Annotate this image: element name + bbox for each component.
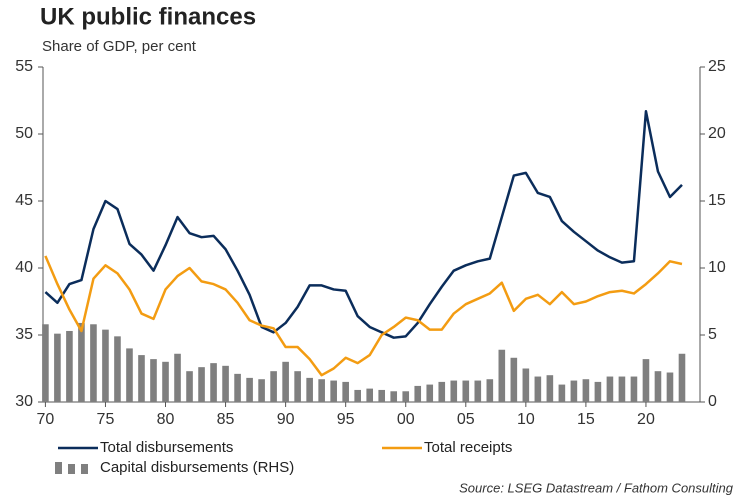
bar	[438, 381, 446, 402]
bar	[150, 359, 157, 402]
bar	[570, 380, 578, 402]
legend-label: Capital disbursements (RHS)	[100, 459, 294, 476]
bar	[90, 324, 97, 402]
bar	[294, 371, 301, 402]
x-tick-label: 20	[637, 411, 655, 428]
bar	[78, 322, 85, 402]
bar	[498, 349, 506, 402]
bar	[270, 371, 277, 402]
x-tick-label: 15	[577, 411, 595, 428]
bar	[678, 353, 686, 402]
bar	[306, 377, 313, 402]
y-tick-label: 55	[15, 58, 33, 75]
line-series	[44, 109, 683, 339]
bar	[330, 380, 337, 402]
bar	[414, 385, 422, 402]
y-tick-label: 40	[15, 259, 33, 276]
bar	[366, 388, 374, 402]
y-tick-label: 45	[15, 192, 33, 209]
x-tick-label: 00	[397, 411, 415, 428]
bar	[546, 375, 554, 402]
y2-tick-label: 0	[708, 393, 717, 410]
bar	[666, 372, 674, 402]
bar	[234, 373, 241, 402]
bar	[642, 359, 650, 402]
bar	[534, 376, 542, 402]
y2-tick-label: 25	[708, 58, 726, 75]
bar	[390, 391, 398, 402]
x-tick-label: 95	[337, 411, 355, 428]
legend-swatch	[68, 464, 75, 474]
bar	[210, 363, 217, 402]
bar	[378, 389, 386, 402]
x-tick-label: 80	[157, 411, 175, 428]
bar	[138, 355, 145, 402]
bar	[462, 380, 470, 402]
chart-subtitle: Share of GDP, per cent	[42, 38, 197, 55]
bar	[450, 380, 458, 402]
y-tick-label: 35	[15, 326, 33, 343]
line-series	[44, 255, 683, 377]
bar	[42, 324, 49, 402]
x-tick-label: 10	[517, 411, 535, 428]
bar	[66, 330, 73, 402]
y2-tick-label: 20	[708, 125, 726, 142]
bar	[126, 348, 133, 402]
legend-label: Total receipts	[424, 439, 512, 456]
bar	[522, 368, 530, 402]
x-tick-label: 85	[217, 411, 235, 428]
bar	[474, 380, 482, 402]
y2-tick-label: 10	[708, 259, 726, 276]
bar	[186, 371, 193, 402]
bar	[162, 361, 169, 402]
bar	[54, 333, 61, 402]
x-tick-label: 05	[457, 411, 475, 428]
legend-label: Total disbursements	[100, 439, 233, 456]
bar	[198, 367, 205, 402]
y2-tick-label: 15	[708, 192, 726, 209]
bar	[174, 353, 181, 402]
bar	[402, 391, 410, 402]
bar	[606, 376, 614, 402]
bar	[354, 389, 361, 402]
bar	[618, 376, 626, 402]
legend-swatch	[55, 462, 62, 474]
y-tick-label: 50	[15, 125, 33, 142]
bar	[342, 381, 349, 402]
bar	[102, 329, 109, 402]
y2-tick-label: 5	[708, 326, 717, 343]
bar	[630, 376, 638, 402]
x-tick-label: 75	[97, 411, 115, 428]
bar	[318, 379, 325, 402]
bar	[222, 365, 229, 402]
bar	[282, 361, 289, 402]
legend-swatch	[81, 464, 88, 474]
bar	[582, 379, 590, 402]
bar	[594, 381, 602, 402]
bar	[426, 384, 434, 402]
y-tick-label: 30	[15, 393, 33, 410]
source-note: Source: LSEG Datastream / Fathom Consult…	[459, 480, 734, 495]
bar	[114, 336, 121, 402]
x-tick-label: 70	[37, 411, 55, 428]
x-tick-label: 90	[277, 411, 295, 428]
chart-title: UK public finances	[40, 3, 256, 30]
bar	[486, 379, 494, 402]
bar	[258, 379, 265, 402]
bar	[510, 357, 518, 402]
bar	[246, 377, 253, 402]
bar	[558, 384, 566, 402]
bar	[654, 371, 662, 402]
